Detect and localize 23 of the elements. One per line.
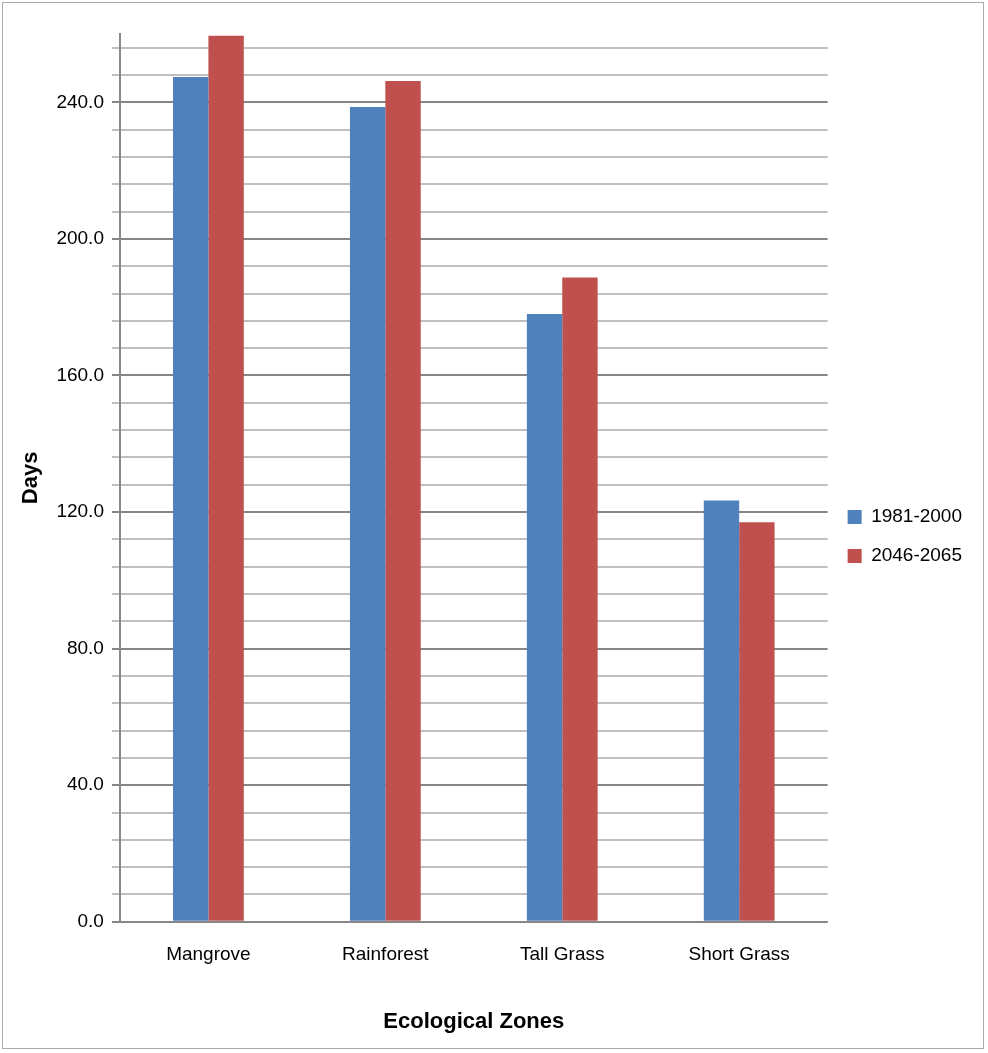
- bar: [739, 522, 775, 921]
- y-axis-title: Days: [17, 451, 43, 505]
- y-tick-label: 0.0: [77, 910, 104, 932]
- y-tick-label: 40.0: [66, 773, 104, 795]
- bar: [562, 277, 598, 921]
- x-axis-title: Ecological Zones: [383, 1007, 565, 1033]
- legend-label: 2046-2065: [871, 544, 963, 566]
- x-tick-label: Rainforest: [342, 943, 430, 965]
- y-tick-label: 240.0: [56, 90, 104, 112]
- legend-label: 1981-2000: [871, 505, 963, 527]
- x-tick-label: Mangrove: [166, 943, 251, 965]
- bar: [703, 500, 740, 921]
- bar: [173, 77, 209, 921]
- y-tick-label: 160.0: [56, 363, 104, 385]
- y-tick-label: 80.0: [66, 636, 104, 658]
- y-tick-label: 200.0: [56, 227, 104, 249]
- y-tick-label: 120.0: [56, 500, 104, 522]
- bar: [526, 314, 563, 921]
- x-tick-label: Tall Grass: [520, 943, 605, 965]
- x-tick-label: Short Grass: [688, 943, 790, 965]
- bar: [385, 81, 421, 921]
- bar: [349, 107, 386, 921]
- bar: [208, 35, 244, 921]
